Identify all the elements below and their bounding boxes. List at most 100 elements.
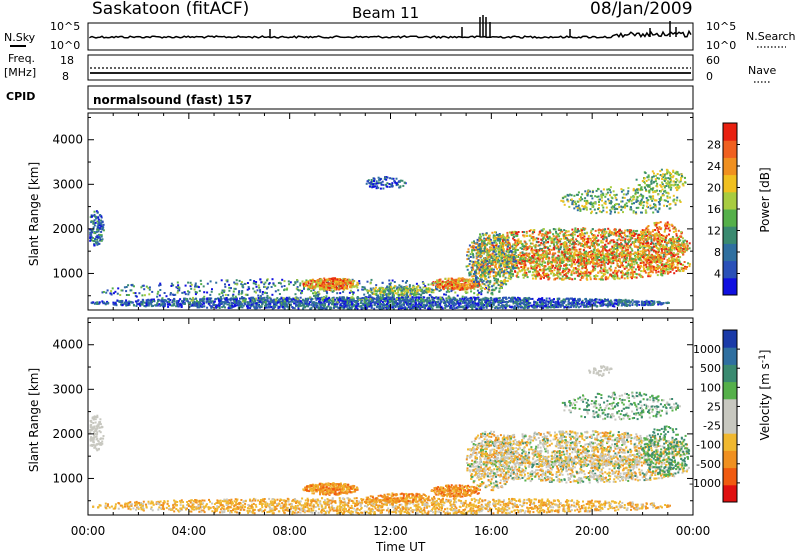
- data-point: [552, 301, 555, 304]
- data-point: [481, 301, 483, 304]
- data-point: [206, 297, 209, 300]
- data-point: [498, 300, 501, 303]
- data-point: [242, 304, 245, 307]
- data-point: [352, 291, 355, 294]
- data-point: [278, 306, 281, 308]
- power-scatter: [89, 168, 691, 310]
- data-point: [589, 305, 592, 308]
- data-point: [302, 303, 305, 306]
- data-point: [648, 247, 651, 249]
- data-point: [534, 306, 537, 309]
- data-point: [472, 302, 475, 305]
- data-point: [381, 289, 384, 292]
- data-point: [385, 297, 387, 300]
- data-point: [454, 280, 457, 283]
- data-point: [450, 299, 453, 301]
- data-point: [460, 299, 463, 302]
- data-point: [233, 281, 236, 284]
- data-point: [417, 298, 420, 300]
- data-point: [141, 298, 144, 301]
- data-point: [121, 301, 124, 304]
- data-point: [373, 293, 376, 296]
- data-point: [288, 305, 291, 308]
- data-point: [609, 303, 612, 306]
- data-point: [412, 294, 415, 297]
- data-point: [526, 305, 529, 308]
- data-point: [296, 280, 299, 283]
- data-point: [557, 303, 560, 306]
- data-point: [289, 281, 292, 284]
- data-point: [398, 284, 401, 287]
- data-point: [159, 282, 162, 285]
- data-point: [373, 288, 376, 291]
- data-point: [251, 303, 254, 306]
- data-point: [295, 304, 297, 307]
- data-point: [540, 300, 543, 303]
- data-point: [244, 298, 247, 300]
- data-point: [236, 302, 239, 305]
- data-point: [210, 301, 212, 304]
- data-point: [372, 300, 375, 303]
- data-point: [491, 293, 494, 296]
- data-point: [648, 303, 651, 306]
- data-point: [380, 299, 382, 302]
- data-point: [317, 290, 320, 293]
- data-point: [288, 283, 291, 286]
- data-point: [452, 285, 455, 288]
- data-point: [238, 291, 240, 294]
- data-point: [187, 300, 190, 303]
- data-point: [259, 290, 262, 293]
- data-point: [303, 286, 305, 289]
- data-point: [284, 303, 287, 306]
- data-point: [240, 304, 243, 307]
- data-point: [203, 295, 206, 298]
- data-point: [309, 279, 312, 282]
- data-point: [351, 284, 354, 287]
- data-point: [505, 297, 508, 300]
- data-point: [421, 306, 424, 308]
- data-point: [405, 285, 408, 288]
- data-point: [128, 303, 131, 306]
- data-point: [279, 298, 281, 301]
- data-point: [657, 303, 660, 306]
- data-point: [265, 287, 268, 290]
- data-point: [342, 300, 345, 302]
- data-point: [410, 292, 412, 295]
- freq-unit-label: [MHz]: [4, 66, 36, 79]
- data-point: [599, 298, 602, 301]
- data-point: [101, 220, 104, 223]
- data-point: [437, 286, 440, 289]
- cpid-label: CPID: [6, 90, 35, 103]
- data-point: [630, 300, 633, 303]
- data-point: [386, 182, 389, 185]
- data-point: [606, 303, 609, 306]
- data-point: [288, 296, 291, 299]
- data-point: [247, 301, 250, 304]
- data-point: [319, 284, 322, 287]
- data-point: [391, 289, 394, 292]
- data-point: [423, 289, 426, 292]
- data-point: [631, 304, 634, 306]
- data-point: [414, 293, 417, 296]
- data-point: [191, 304, 194, 307]
- data-point: [339, 282, 342, 285]
- data-point: [310, 303, 313, 306]
- data-point: [686, 244, 689, 247]
- data-point: [336, 302, 339, 305]
- data-point: [403, 292, 406, 295]
- data-point: [526, 307, 529, 310]
- data-point: [310, 289, 313, 292]
- data-point: [594, 304, 597, 307]
- data-point: [314, 296, 317, 299]
- data-point: [638, 303, 641, 306]
- data-point: [510, 306, 513, 309]
- data-point: [198, 304, 201, 307]
- data-point: [574, 302, 577, 305]
- data-point: [624, 298, 627, 301]
- data-point: [344, 285, 347, 288]
- data-point: [652, 242, 655, 245]
- data-point: [451, 283, 453, 286]
- data-point: [484, 297, 487, 300]
- data-point: [248, 297, 251, 300]
- data-point: [244, 301, 247, 303]
